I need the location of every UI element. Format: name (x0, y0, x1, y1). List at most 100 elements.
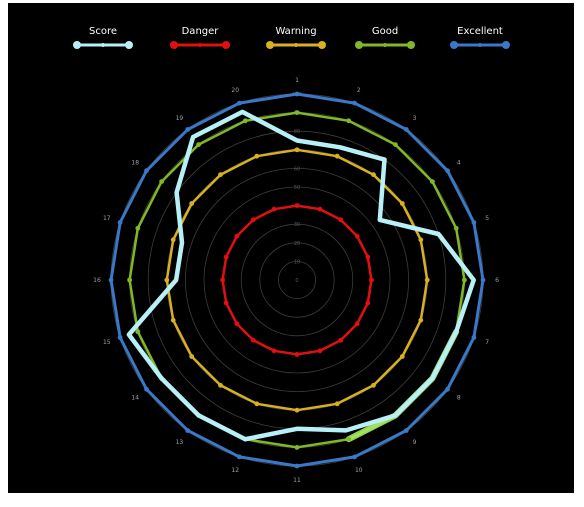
data-point-warning (218, 382, 223, 388)
grid-ring (203, 186, 391, 374)
legend-item-excellent[interactable]: Excellent (450, 26, 510, 49)
data-point-danger (223, 254, 229, 260)
legend-swatch-marker (222, 41, 230, 49)
data-point-good (346, 118, 352, 124)
chart-panel: 0102030405060708090100 12345678910111213… (8, 3, 574, 493)
ring-value-label: 30 (294, 222, 300, 228)
ring-value-label: 80 (294, 129, 300, 135)
data-point-danger (294, 203, 300, 209)
radar-series (108, 91, 486, 469)
data-point-warning (399, 201, 405, 206)
axis-tick-label: 3 (413, 115, 417, 122)
data-point-excellent (117, 335, 123, 340)
legend-swatch-marker (73, 41, 81, 49)
data-point-excellent (117, 220, 123, 225)
axis-tick-label: 11 (293, 477, 301, 484)
data-point-warning (189, 201, 195, 206)
data-point-excellent (294, 463, 300, 469)
data-point-excellent (185, 428, 191, 433)
data-point-warning (371, 172, 376, 178)
axis-tick-label: 7 (485, 339, 489, 346)
data-point-excellent (352, 454, 357, 460)
legend-swatch-marker (294, 43, 298, 47)
legend-item-good[interactable]: Good (355, 26, 415, 49)
legend-item-warning[interactable]: Warning (266, 26, 326, 49)
legend-swatch-marker (407, 41, 415, 49)
grid-ring (240, 223, 354, 337)
data-point-excellent (445, 168, 450, 174)
ring-value-label: 50 (294, 185, 300, 191)
axis-tick-label: 13 (176, 439, 184, 446)
axis-tick-label: 20 (231, 87, 239, 94)
axis-tick-label: 6 (495, 277, 499, 284)
legend-swatch-marker (101, 43, 105, 47)
data-point-excellent (471, 335, 477, 340)
data-point-excellent (403, 428, 409, 433)
legend-swatch-marker (478, 43, 482, 47)
data-point-warning (170, 317, 176, 323)
data-point-warning (418, 317, 424, 323)
data-point-warning (424, 277, 430, 283)
data-point-excellent (144, 386, 149, 392)
data-point-excellent (480, 277, 486, 283)
data-point-danger (317, 348, 323, 354)
data-point-good (453, 225, 459, 231)
data-point-good (159, 179, 165, 185)
data-point-warning (418, 237, 424, 243)
axis-tick-label: 19 (176, 115, 184, 122)
data-point-good (393, 142, 398, 148)
data-point-good (127, 277, 132, 283)
data-point-danger (271, 348, 277, 354)
grid-ring (259, 242, 335, 318)
data-point-danger (294, 352, 300, 357)
axis-tick-label: 9 (413, 439, 417, 446)
legend-label: Danger (182, 26, 220, 37)
data-point-danger (354, 233, 360, 239)
axis-tick-label: 12 (231, 467, 239, 474)
legend-swatch-marker (198, 43, 202, 47)
data-point-warning (294, 407, 300, 413)
data-point-danger (234, 233, 240, 239)
data-point-danger (317, 206, 323, 212)
data-point-excellent (108, 277, 114, 283)
legend-item-danger[interactable]: Danger (170, 26, 230, 49)
data-point-excellent (403, 127, 409, 132)
axis-tick-label: 14 (131, 395, 139, 402)
legend-swatch-marker (266, 41, 274, 49)
data-point-warning (334, 153, 340, 159)
ring-value-label: 60 (294, 166, 300, 172)
legend-swatch-marker (170, 41, 178, 49)
data-point-danger (220, 277, 226, 283)
data-point-excellent (294, 91, 300, 97)
axis-tick-label: 5 (485, 215, 489, 222)
data-point-good (135, 329, 141, 335)
data-point-danger (354, 321, 360, 327)
legend-item-score[interactable]: Score (73, 26, 133, 49)
legend-label: Excellent (457, 26, 503, 37)
data-point-excellent (352, 100, 357, 106)
data-point-excellent (237, 454, 242, 460)
axis-tick-label: 15 (103, 339, 111, 346)
data-point-good (430, 179, 435, 185)
data-point-excellent (185, 127, 191, 132)
axis-tick-label: 18 (131, 159, 139, 166)
data-point-good (462, 277, 467, 283)
axis-tick-label: 1 (295, 77, 299, 84)
ring-value-label: 20 (294, 241, 300, 247)
legend-swatch-marker (383, 43, 387, 47)
data-point-danger (223, 300, 229, 306)
legend: Score Danger Warning Good Excellent (73, 26, 510, 49)
data-point-danger (338, 217, 344, 223)
data-point-warning (218, 172, 223, 178)
data-point-excellent (237, 100, 242, 106)
data-point-good (242, 118, 248, 124)
data-point-good (196, 142, 202, 148)
ring-value-label: 10 (294, 259, 300, 265)
data-point-warning (254, 401, 260, 407)
data-point-warning (189, 354, 195, 359)
data-point-warning (371, 382, 376, 388)
series-line-score (126, 109, 476, 442)
legend-label: Warning (275, 26, 316, 37)
data-point-excellent (471, 220, 477, 225)
